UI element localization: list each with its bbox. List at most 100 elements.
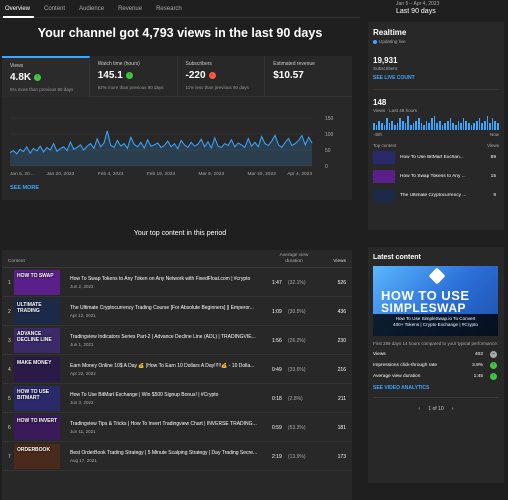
video-title[interactable]: Best OrderBook Trading Strategy | 5 Minu…: [70, 450, 258, 456]
avg-view-duration: 1:09: [272, 309, 282, 315]
date-range-label: Last 90 days: [396, 8, 436, 15]
thumbnail-text: ULTIMATE TRADING: [17, 302, 42, 314]
metric-subscribers[interactable]: Subscribers -220 ↓ 11% less than previous…: [177, 56, 266, 97]
see-live-count-link[interactable]: SEE LIVE COUNT: [373, 75, 415, 81]
video-thumbnail[interactable]: HOW TO SWAP: [14, 270, 60, 295]
metric-comparison: 82% more than previous 90 days: [97, 85, 164, 90]
video-thumbnail[interactable]: HOW TO USE BITMART: [14, 386, 60, 411]
video-title[interactable]: Tradingview Indicators Series Part-2 | A…: [70, 334, 256, 340]
page-headline: Your channel got 4,793 views in the last…: [37, 26, 323, 40]
avg-view-duration: 0:49: [272, 367, 282, 373]
next-page-icon[interactable]: ›: [451, 406, 454, 412]
realtime-bar: [497, 123, 499, 130]
table-row[interactable]: 1 HOW TO SWAP How To Swap Tokens to Any To…: [2, 268, 352, 297]
video-title[interactable]: Tradingview Tips & Tricks | How To Inver…: [70, 421, 257, 427]
views-col-label: Views: [487, 143, 499, 148]
stat-value: 3.9%: [472, 363, 483, 368]
table-row[interactable]: 3 ADVANCE DECLINE LINE Tradingview Indicat…: [2, 326, 352, 355]
divider: [373, 89, 499, 90]
metric-views[interactable]: Views 4.8K ↑ 6% more than previous 90 day…: [2, 56, 90, 97]
thumbnail-line-1: HOW TO USE: [381, 288, 470, 303]
item-title: How To Swap Tokens to Any ...: [400, 174, 466, 179]
simpleswap-logo-icon: [428, 267, 446, 285]
latest-video-thumbnail[interactable]: HOW TO USE SIMPLESWAP How To Use SimpleS…: [373, 266, 498, 336]
axis-start: -48h: [373, 132, 383, 137]
realtime-bar: [380, 123, 383, 130]
metric-watch-time[interactable]: Watch time (hours) 145.1 ↑ 82% more than …: [89, 56, 178, 97]
row-number: 2: [8, 309, 11, 315]
video-thumbnail[interactable]: MAKE MONEY: [14, 357, 60, 382]
item-thumbnail: [373, 170, 395, 183]
realtime-bar: [412, 123, 415, 130]
thumbnail-text: HOW TO SWAP: [17, 273, 54, 279]
views-area: [10, 130, 312, 166]
tab-revenue[interactable]: Revenue: [118, 6, 143, 12]
x-tick-label: Jan 20, 2023: [46, 171, 74, 177]
metric-value: $10.57: [273, 70, 304, 81]
header-views[interactable]: Views: [333, 259, 346, 264]
tab-overview[interactable]: Overview: [0, 6, 39, 18]
tab-audience[interactable]: Audience: [79, 6, 105, 12]
caption-line-2: 400+ Tokens | Crypto Exchange | #Crypto: [393, 322, 478, 327]
video-title[interactable]: Earn Money Online 10$ A Day 💰 |How To Ea…: [70, 363, 255, 369]
item-thumbnail: [373, 189, 395, 202]
performance-note: First 289 days 14 hours compared to your…: [373, 341, 499, 346]
avg-view-percent: (30.5%): [288, 309, 306, 315]
avg-view-duration: 0:59: [272, 425, 282, 431]
top-content-table: Content Average view duration Views 1 HOW…: [2, 250, 352, 500]
tab-content[interactable]: Content: [44, 6, 66, 12]
metric-label: Subscribers: [185, 61, 212, 67]
avg-view-percent: (32.1%): [288, 280, 306, 286]
realtime-bar: [465, 120, 468, 130]
realtime-bar: [396, 123, 399, 130]
top-content-label: Top content: [373, 143, 397, 148]
row-number: 6: [8, 425, 11, 431]
x-tick-label: Feb 4, 2023: [98, 171, 124, 177]
realtime-bar: [478, 118, 481, 130]
stat-label: Views: [373, 352, 386, 357]
realtime-title: Realtime: [373, 28, 407, 37]
arrow-up-icon: ↑: [125, 72, 133, 79]
table-row[interactable]: 5 HOW TO USE BITMART How To Use BitMart Ex…: [2, 384, 352, 413]
stat-label: Impressions click-through rate: [373, 363, 437, 368]
video-thumbnail[interactable]: ULTIMATE TRADING: [14, 299, 60, 324]
realtime-bar: [433, 116, 436, 130]
table-row[interactable]: 2 ULTIMATE TRADING The Ultimate Cryptocurr…: [2, 297, 352, 326]
realtime-views: 148: [373, 98, 387, 107]
top-content-item[interactable]: The Ultimate Cryptocurrency ... 9: [373, 188, 499, 205]
prev-page-icon[interactable]: ‹: [418, 406, 421, 412]
table-row[interactable]: 4 MAKE MONEY Earn Money Online 10$ A Day 💰…: [2, 355, 352, 384]
video-thumbnail[interactable]: HOW TO INVERT: [14, 415, 60, 440]
x-tick-label: Mar 20, 2023: [248, 171, 277, 177]
see-more-link[interactable]: SEE MORE: [10, 185, 40, 191]
table-row[interactable]: 7 ORDERBOOK Best OrderBook Trading Strateg…: [2, 442, 352, 471]
date-range-selector[interactable]: Jan 5 – Apr 4, 2023 Last 90 days: [368, 0, 508, 18]
video-title[interactable]: How To Swap Tokens to Any Token on Any N…: [70, 276, 251, 282]
video-title[interactable]: How To Use BitMart Exchange | Win $500 S…: [70, 392, 219, 398]
thumbnail-text: ADVANCE DECLINE LINE: [17, 331, 52, 343]
neutral-icon: –: [490, 351, 497, 358]
realtime-bar: [428, 123, 431, 130]
top-content-item[interactable]: How To Swap Tokens to Any ... 15: [373, 169, 499, 186]
top-content-item[interactable]: How To Use BitMart Exchan... 89: [373, 150, 499, 167]
realtime-bar: [475, 120, 478, 130]
y-tick-label: 0: [325, 164, 328, 170]
x-tick-label: Jan 5, 20...: [10, 171, 34, 177]
video-title[interactable]: The Ultimate Cryptocurrency Trading Cour…: [70, 305, 254, 311]
video-thumbnail[interactable]: ADVANCE DECLINE LINE: [14, 328, 60, 353]
metric-value: 4.8K: [10, 72, 32, 83]
table-row[interactable]: 6 HOW TO INVERT Tradingview Tips & Tricks …: [2, 413, 352, 442]
arrow-up-icon: ↑: [490, 373, 497, 380]
video-thumbnail[interactable]: ORDERBOOK: [14, 444, 60, 469]
arrow-down-icon: ↓: [208, 72, 216, 79]
latest-content-title: Latest content: [373, 254, 421, 261]
see-video-analytics-link[interactable]: SEE VIDEO ANALYTICS: [373, 385, 430, 391]
realtime-bar: [452, 123, 454, 130]
realtime-bar: [386, 118, 388, 130]
metric-revenue[interactable]: Estimated revenue $10.57: [265, 56, 352, 97]
thumbnail-text: MAKE MONEY: [17, 360, 52, 366]
tab-research[interactable]: Research: [156, 6, 182, 12]
video-date: Apr 12, 2021: [70, 313, 96, 318]
realtime-subscribers: 19,931: [373, 56, 398, 65]
realtime-bar: [460, 123, 462, 130]
